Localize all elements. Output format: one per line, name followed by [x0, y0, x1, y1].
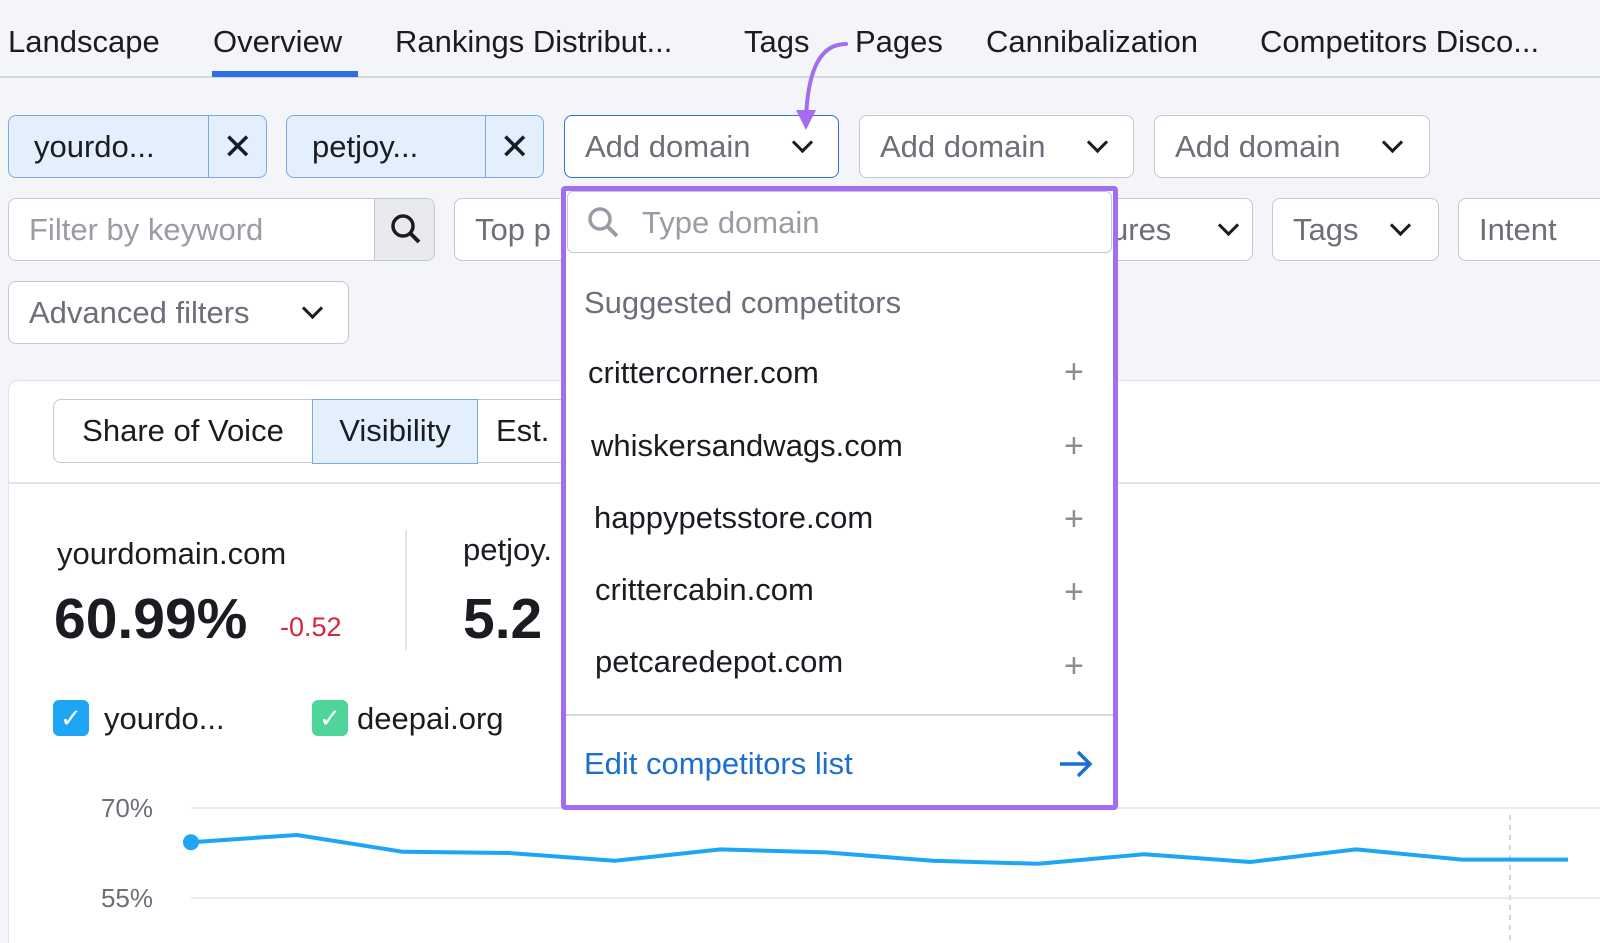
search-icon [391, 214, 421, 244]
tab[interactable]: Landscape [8, 24, 160, 59]
competitor[interactable]: whiskersandwags.com [591, 428, 903, 463]
tags-filter[interactable]: Tags [1272, 198, 1439, 261]
y-tick-label: 55% [101, 883, 153, 913]
chip-label: petjoy... [312, 128, 419, 164]
summary-change: -0.52 [280, 612, 342, 642]
search-button[interactable] [374, 199, 434, 260]
tab[interactable]: Tags [744, 24, 810, 59]
top-filter-label: Top p [475, 211, 551, 247]
tab[interactable]: Rankings Distribut... [395, 24, 673, 59]
edit-link[interactable]: Edit competitors list [584, 746, 853, 781]
metric-tab[interactable]: Share of Voice [82, 413, 284, 448]
domain-dropdown: Type domain Suggested competitors critte… [561, 186, 1118, 810]
competitor[interactable]: crittercorner.com [588, 355, 819, 390]
summary-divider [405, 530, 407, 650]
competitor[interactable]: crittercabin.com [595, 572, 814, 607]
chip-remove[interactable]: ✕ [485, 116, 543, 177]
active-tab-underline [212, 71, 358, 77]
add-domain[interactable]: Add domain [1154, 115, 1430, 178]
summary-value: 60.99% [54, 587, 248, 651]
legend-checkbox[interactable]: ✓ [312, 700, 348, 736]
metric-tabs: Share of Voice Visibility Est. [53, 398, 653, 464]
add-icon[interactable]: + [1064, 427, 1084, 465]
annotation-arrow [796, 42, 848, 130]
point [183, 834, 199, 851]
arrow-icon[interactable] [1056, 747, 1096, 781]
add-domain-label: Add domain [880, 128, 1046, 164]
summary-value: 5.2 [463, 587, 543, 651]
add-domain-label: Add domain [1175, 128, 1341, 164]
add-icon[interactable]: + [1064, 500, 1084, 538]
metric-tab[interactable]: Est. [496, 413, 550, 448]
features-label: ures [1111, 211, 1172, 247]
tab[interactable]: Overview [213, 24, 343, 59]
add-icon[interactable]: + [1064, 573, 1084, 611]
tab[interactable]: Competitors Disco... [1260, 24, 1540, 59]
tab[interactable]: Cannibalization [986, 24, 1198, 59]
competitor[interactable]: happypetsstore.com [594, 500, 874, 535]
add-domain[interactable]: Add domain [564, 115, 839, 178]
summary-domain: yourdomain.com [57, 536, 287, 571]
advanced-label: Advanced filters [29, 294, 250, 330]
domain-chip[interactable]: yourdo... ✕ [8, 115, 267, 178]
tab[interactable]: Pages [855, 24, 943, 59]
intent-filter[interactable]: Intent [1458, 198, 1600, 261]
search-placeholder: Type domain [642, 205, 820, 240]
tab-divider [0, 76, 1600, 78]
series-line [190, 833, 1568, 866]
add-domain-label: Add domain [585, 128, 751, 164]
legend-label: deepai.org [357, 701, 504, 736]
intent-label: Intent [1479, 211, 1557, 247]
dropdown-divider [566, 714, 1113, 716]
tags-label: Tags [1293, 211, 1359, 247]
keyword-placeholder: Filter by keyword [29, 211, 264, 247]
legend-checkbox[interactable]: ✓ [53, 700, 89, 736]
add-domain[interactable]: Add domain [859, 115, 1134, 178]
search-icon [588, 207, 619, 238]
advanced-filters[interactable]: Advanced filters [8, 281, 349, 344]
dropdown-heading: Suggested competitors [584, 285, 902, 320]
chip-label: yourdo... [34, 128, 155, 164]
chip-remove[interactable]: ✕ [208, 116, 266, 177]
legend-label: yourdo... [104, 701, 225, 736]
y-tick-label: 70% [101, 793, 153, 823]
competitor[interactable]: petcaredepot.com [595, 644, 844, 679]
keyword-filter[interactable]: Filter by keyword [8, 198, 435, 261]
domain-search[interactable]: Type domain [567, 191, 1112, 253]
domain-chip[interactable]: petjoy... ✕ [286, 115, 544, 178]
summary-domain: petjoy. [463, 532, 553, 567]
add-icon[interactable]: + [1064, 353, 1084, 391]
add-icon[interactable]: + [1064, 647, 1084, 685]
metric-tab[interactable]: Visibility [312, 398, 478, 464]
